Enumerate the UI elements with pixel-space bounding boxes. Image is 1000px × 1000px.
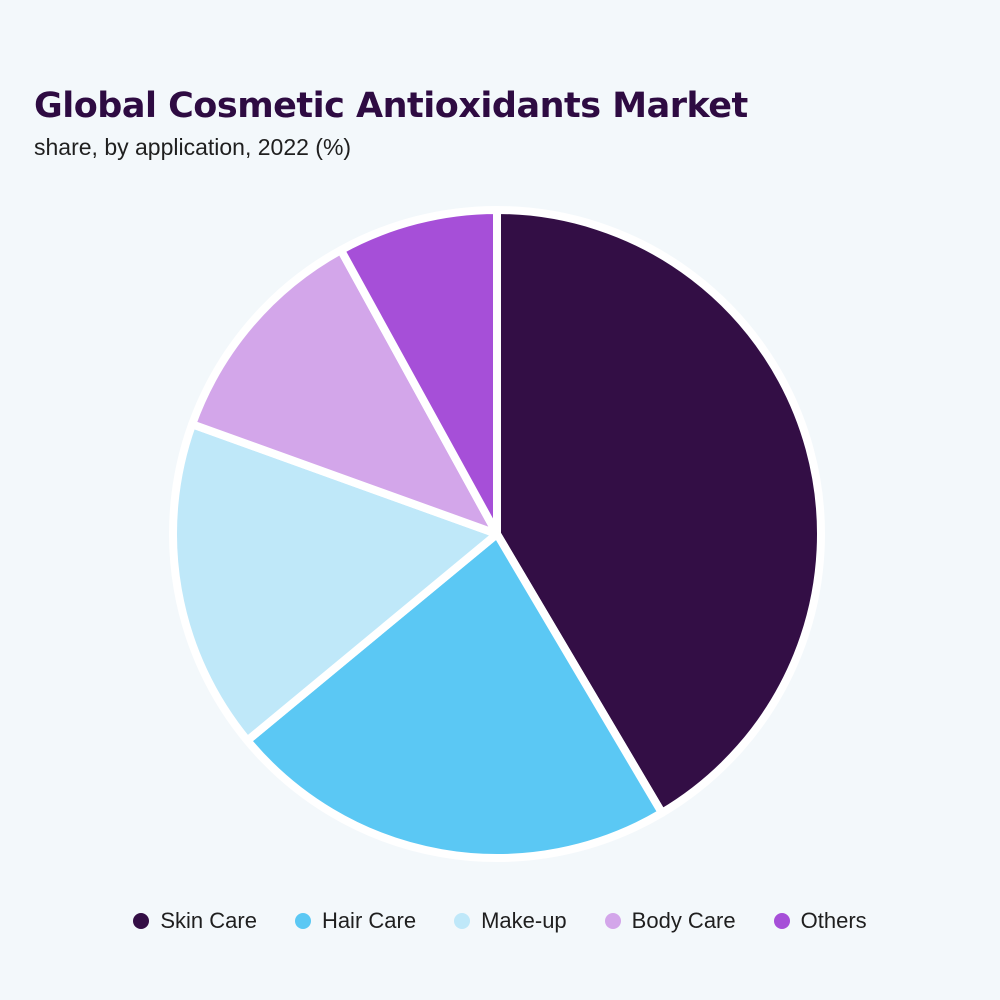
legend: Skin Care Hair Care Make-up Body Care Ot… [0, 908, 1000, 934]
legend-item-skin-care: Skin Care [133, 908, 257, 934]
legend-swatch-make-up [454, 913, 471, 929]
legend-label-make-up: Make-up [481, 908, 567, 933]
legend-swatch-others [773, 913, 790, 929]
legend-label-body-care: Body Care [631, 908, 736, 933]
legend-item-make-up: Make-up [454, 908, 567, 934]
legend-label-others: Others [800, 908, 867, 933]
pie-slice-others [336, 206, 501, 538]
pie-slice-skin-care [493, 206, 825, 817]
legend-swatch-skin-care [133, 913, 150, 929]
chart-title: Global Cosmetic Antioxidants Market [34, 86, 748, 126]
legend-swatch-hair-care [294, 913, 311, 929]
legend-label-hair-care: Hair Care [321, 908, 417, 933]
legend-swatch-body-care [604, 913, 621, 929]
chart-subtitle: share, by application, 2022 (%) [34, 134, 352, 160]
legend-item-body-care: Body Care [604, 908, 736, 934]
legend-item-others: Others [773, 908, 867, 934]
pie-slice-body-care [188, 246, 501, 538]
pie-slice-hair-care [243, 530, 666, 862]
legend-item-hair-care: Hair Care [294, 908, 417, 934]
pie-slice-make-up [169, 420, 501, 745]
legend-label-skin-care: Skin Care [160, 908, 257, 933]
